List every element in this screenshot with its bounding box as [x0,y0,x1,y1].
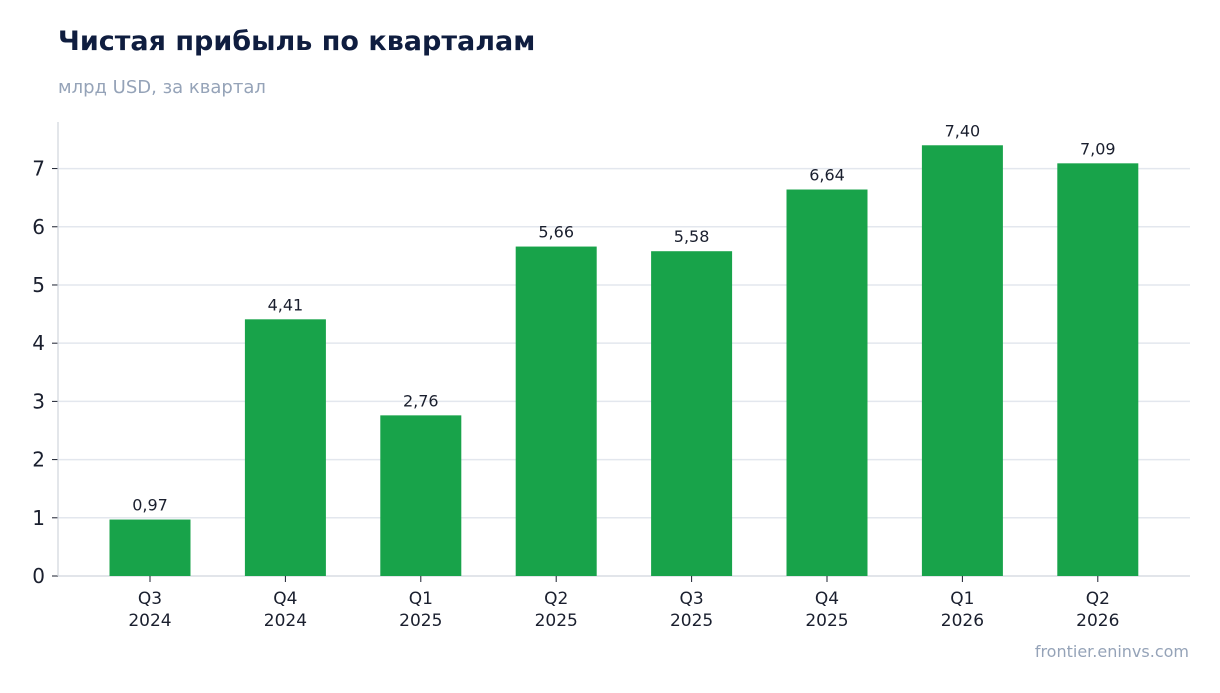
bar [109,519,191,576]
x-tick-label-year: 2026 [941,611,984,631]
x-tick-label-year: 2025 [399,611,442,631]
y-tick-label: 7 [32,157,45,181]
y-tick-label: 0 [32,564,45,588]
bar [1057,163,1139,577]
x-tick-label-year: 2026 [1076,611,1119,631]
bar-value-label: 5,58 [674,227,710,246]
x-tick-label-year: 2024 [128,611,171,631]
x-tick-label-quarter: Q3 [679,589,703,609]
bar [921,145,1003,577]
chart-subtitle: млрд USD, за квартал [58,77,266,98]
y-tick-label: 3 [32,389,45,413]
y-tick-label: 2 [32,448,45,472]
x-tick-label-quarter: Q1 [409,589,433,609]
x-tick-label-quarter: Q1 [950,589,974,609]
bar-value-label: 2,76 [403,391,439,410]
x-tick-label-year: 2024 [264,611,307,631]
y-tick-label: 6 [32,215,45,239]
bar-value-label: 0,97 [132,496,168,515]
x-tick-label-quarter: Q4 [815,589,839,609]
x-tick-label-year: 2025 [535,611,578,631]
bar-value-label: 7,40 [945,121,981,140]
bar [651,251,733,576]
bar [380,415,462,576]
bar-value-label: 5,66 [538,223,574,242]
bar [515,246,597,577]
source-credit: frontier.eninvs.com [1034,642,1189,661]
x-tick-label-quarter: Q2 [1086,589,1110,609]
x-tick-label-year: 2025 [805,611,848,631]
y-tick-label: 1 [32,506,45,530]
bar-value-label: 4,41 [268,295,304,314]
x-tick-label-quarter: Q4 [273,589,297,609]
y-tick-label: 5 [32,273,45,297]
bar [786,189,868,576]
chart-title: Чистая прибыль по кварталам [58,26,536,57]
bar-value-label: 7,09 [1080,139,1116,158]
bar-value-label: 6,64 [809,166,845,185]
bar [244,319,326,576]
x-tick-label-quarter: Q2 [544,589,568,609]
y-tick-label: 4 [32,331,45,355]
x-tick-label-year: 2025 [670,611,713,631]
x-tick-label-quarter: Q3 [138,589,162,609]
